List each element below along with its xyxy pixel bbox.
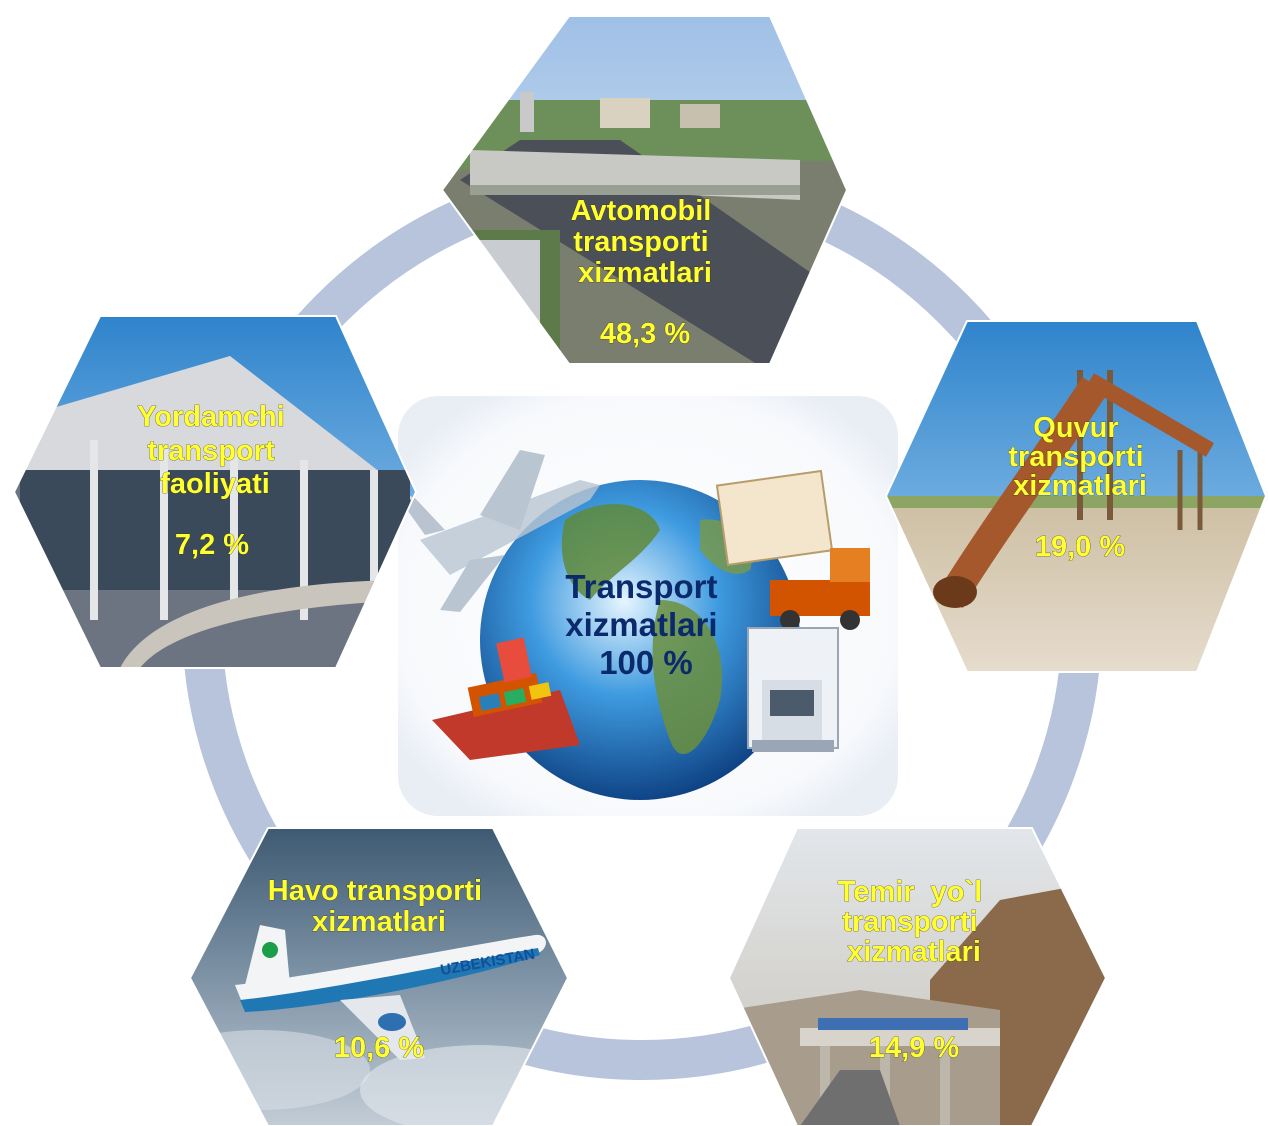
svg-text:Temir yo`l transporti: Temir yo`l transporti xizmatlari bbox=[838, 876, 991, 968]
avtomobil-title-line-3: xizmatlari bbox=[578, 257, 712, 289]
svg-text:Quvur transporti x: Quvur transporti xizmatlari bbox=[1008, 412, 1151, 502]
svg-text:Avtomobil transporti: Avtomobil transporti xizmatlari bbox=[571, 195, 720, 289]
yordamchi-title-line-1: Yordamchi bbox=[137, 401, 285, 433]
container-truck-icon bbox=[715, 469, 870, 630]
hexagon-avtomobil-transport bbox=[440, 15, 849, 365]
avtomobil-percent: 48,3 % bbox=[600, 318, 690, 350]
quvur-title-line-2: transporti bbox=[1008, 441, 1143, 473]
yordamchi-title-line-2: transport bbox=[147, 435, 275, 467]
svg-text:Havo transporti xizmatla: Havo transporti xizmatlari bbox=[268, 875, 490, 938]
label-havo: Havo transporti xizmatlari 10,6 % bbox=[268, 875, 490, 1065]
yordamchi-percent: 7,2 % bbox=[175, 529, 249, 561]
svg-text:Yordamchi transport: Yordamchi transport faoliyati bbox=[137, 401, 293, 500]
havo-percent: 10,6 % bbox=[334, 1032, 424, 1064]
cargo-ship-icon bbox=[432, 637, 580, 760]
avtomobil-title-line-2: transporti bbox=[573, 226, 708, 258]
hexagon-temir-yol-transport bbox=[727, 827, 1108, 1126]
quvur-title-line-1: Quvur bbox=[1033, 412, 1118, 444]
avtomobil-title-line-1: Avtomobil bbox=[571, 195, 712, 227]
label-yordamchi: Yordamchi transport faoliyati 7,2 % bbox=[137, 401, 293, 562]
havo-title-line-2: xizmatlari bbox=[312, 906, 446, 938]
havo-title-line-1: Havo transporti bbox=[268, 875, 482, 907]
temir-yol-title-line-1: Temir yo`l bbox=[838, 876, 983, 908]
label-temir-yol: Temir yo`l transporti xizmatlari 14,9 % bbox=[837, 876, 991, 1065]
temir-yol-percent: 14,9 % bbox=[869, 1032, 959, 1064]
quvur-title-line-3: xizmatlari bbox=[1013, 470, 1147, 502]
semi-truck-icon bbox=[747, 627, 839, 752]
temir-yol-title-line-2: transporti bbox=[842, 906, 977, 938]
center-illustration: Transport xizmatlari 100 % bbox=[398, 396, 898, 816]
hexagon-havo-transport: UZBEKISTAN bbox=[188, 827, 570, 1126]
hexagon-yordamchi-transport bbox=[12, 315, 418, 669]
center-title: Transport xizmatlari 100 % bbox=[565, 568, 726, 681]
yordamchi-title-line-3: faoliyati bbox=[160, 468, 270, 500]
label-avtomobil: Avtomobil transporti xizmatlari 48,3 % bbox=[570, 195, 720, 351]
airliner-icon bbox=[235, 925, 546, 1060]
temir-yol-title-line-3: xizmatlari bbox=[847, 936, 981, 968]
airplane-icon bbox=[400, 450, 600, 612]
quvur-percent: 19,0 % bbox=[1035, 531, 1125, 563]
label-quvur: Quvur transporti xizmatlari 19,0 % bbox=[1008, 412, 1151, 564]
